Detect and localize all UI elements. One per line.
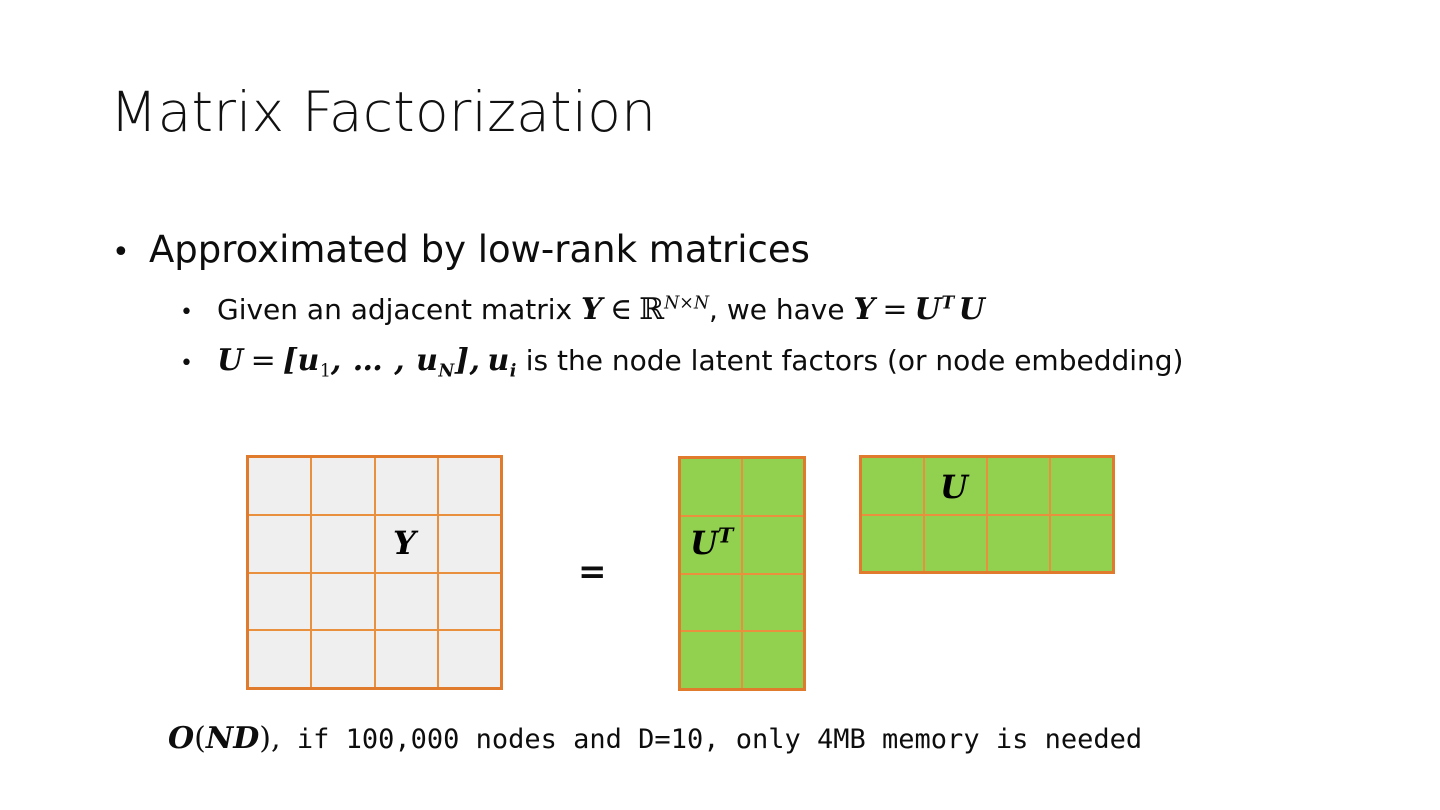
math-u-i-subscript: i bbox=[509, 361, 517, 382]
text-tail: is the node latent factors (or node embe… bbox=[516, 344, 1184, 377]
matrix-grid-y bbox=[246, 455, 503, 690]
matrix-cell bbox=[312, 458, 374, 514]
caption-unit-b: B bbox=[849, 724, 866, 755]
matrix-cell bbox=[743, 632, 803, 688]
matrix-cell bbox=[1051, 515, 1112, 571]
bullet-level1-approximated: • Approximated by low-rank matrices bbox=[112, 228, 810, 271]
matrix-label-text: Y bbox=[393, 524, 416, 562]
caption-comma: , bbox=[271, 721, 281, 756]
bullet-marker-icon: • bbox=[112, 235, 130, 270]
matrix-cell bbox=[312, 515, 374, 572]
math-equals-symbol: = bbox=[882, 292, 908, 327]
matrix-cell bbox=[438, 458, 500, 514]
matrix-cell bbox=[743, 574, 803, 631]
matrix-label-text: U bbox=[940, 468, 968, 506]
matrix-cell bbox=[375, 515, 437, 572]
matrix-cell bbox=[249, 515, 311, 572]
caption-big-o: O bbox=[168, 721, 195, 756]
math-eq-lhs-Y: Y bbox=[853, 292, 876, 327]
matrix-cell bbox=[375, 573, 437, 630]
matrix-cell bbox=[925, 458, 986, 514]
math-reals-exponent: N×N bbox=[664, 293, 710, 314]
bullet-level2-given-adjacent-matrix: • Given an adjacent matrix Y ∈ ℝN×N, we ha… bbox=[180, 292, 985, 327]
text-lead: Given an adjacent matrix bbox=[217, 293, 582, 326]
matrix-cell bbox=[438, 573, 500, 630]
matrix-label-text: U bbox=[690, 524, 718, 562]
math-transpose-exponent: T bbox=[941, 293, 955, 314]
math-u-i: u bbox=[487, 343, 510, 378]
bullet-level1-label: Approximated by low-rank matrices bbox=[149, 228, 810, 271]
math-var-U: U bbox=[217, 343, 244, 378]
math-bracket-open: [ bbox=[282, 343, 298, 378]
caption-unit-m: M bbox=[833, 724, 850, 755]
caption-nd: ND bbox=[205, 721, 260, 756]
bullet-level2-content: U = [u1, … , uN], ui is the node latent fac… bbox=[217, 343, 1184, 380]
math-element-of-icon: ∈ bbox=[609, 292, 633, 327]
math-comma: , bbox=[469, 343, 481, 378]
matrix-cell bbox=[681, 574, 741, 631]
matrix-cell bbox=[249, 573, 311, 630]
matrix-cell bbox=[681, 459, 741, 515]
math-u-last-subscript: N bbox=[438, 361, 455, 382]
page-title: Matrix Factorization bbox=[110, 80, 657, 144]
matrix-cell bbox=[312, 573, 374, 630]
complexity-caption: O(ND), if 100,000 nodes and D=10, only 4… bbox=[168, 721, 1142, 756]
math-var-Y: Y bbox=[581, 292, 603, 327]
matrix-cell bbox=[312, 631, 374, 687]
math-comma-ellipsis: , … , bbox=[330, 343, 417, 378]
matrix-label-superscript: T bbox=[717, 522, 734, 548]
matrix-cell bbox=[681, 516, 741, 573]
matrix-cell bbox=[743, 516, 803, 573]
matrix-cell bbox=[988, 515, 1049, 571]
matrix-label-u: U bbox=[940, 468, 968, 506]
matrix-grid-u-transpose bbox=[678, 456, 806, 691]
math-u-first: u bbox=[297, 343, 320, 378]
matrix-cell bbox=[375, 458, 437, 514]
bullet-level2-u-definition: • U = [u1, … , uN], ui is the node latent f… bbox=[180, 343, 1184, 380]
matrix-cell bbox=[438, 631, 500, 687]
caption-paren-close: ) bbox=[259, 721, 272, 756]
caption-paren-open: ( bbox=[194, 721, 206, 756]
matrix-cell bbox=[1051, 458, 1112, 514]
text-comma-we-have: , we have bbox=[709, 293, 854, 326]
matrix-cell bbox=[862, 458, 923, 514]
matrix-label-u-transpose: UT bbox=[690, 524, 733, 562]
matrix-grid-u bbox=[859, 455, 1115, 574]
matrix-cell bbox=[249, 458, 311, 514]
math-reals-symbol: ℝ bbox=[639, 292, 665, 327]
equals-sign: = bbox=[578, 552, 607, 592]
math-eq-rhs-U: U bbox=[914, 292, 942, 327]
matrix-cell bbox=[862, 515, 923, 571]
math-u-last: u bbox=[416, 343, 439, 378]
math-bracket-close: ] bbox=[454, 343, 470, 378]
caption-tail: memory is needed bbox=[865, 724, 1143, 755]
matrix-cell bbox=[375, 631, 437, 687]
matrix-cell bbox=[249, 631, 311, 687]
caption-rest: if 100,000 nodes and D=10, only 4 bbox=[280, 724, 834, 755]
matrix-cell bbox=[438, 515, 500, 572]
matrix-cell bbox=[925, 515, 986, 571]
bullet-marker-icon: • bbox=[180, 300, 193, 325]
matrix-cell bbox=[681, 632, 741, 688]
matrix-cell bbox=[743, 459, 803, 515]
math-equals-symbol: = bbox=[250, 343, 276, 378]
math-u-first-subscript: 1 bbox=[319, 361, 331, 382]
bullet-marker-icon: • bbox=[180, 351, 193, 376]
matrix-cell bbox=[988, 458, 1049, 514]
bullet-level2-content: Given an adjacent matrix Y ∈ ℝN×N, we have… bbox=[217, 292, 985, 327]
matrix-label-y: Y bbox=[393, 524, 416, 562]
math-eq-rhs-U2: U bbox=[958, 292, 986, 327]
